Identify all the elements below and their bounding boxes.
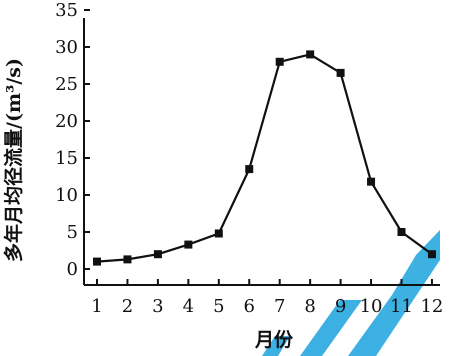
watermark-stripe-1 bbox=[300, 300, 362, 356]
y-tick-label: 15 bbox=[55, 148, 78, 169]
x-tick-label: 12 bbox=[420, 296, 443, 317]
y-tick-label: 30 bbox=[55, 37, 78, 58]
data-point-marker bbox=[184, 240, 193, 249]
x-tick-label: 7 bbox=[274, 296, 285, 317]
y-tick-label: 10 bbox=[55, 185, 78, 206]
x-tick-label: 1 bbox=[91, 296, 102, 317]
x-tick-label: 6 bbox=[244, 296, 255, 317]
data-point-marker bbox=[123, 255, 132, 264]
x-tick-label: 9 bbox=[335, 296, 346, 317]
data-point-marker bbox=[367, 177, 376, 186]
data-point-marker bbox=[397, 228, 406, 236]
data-point-marker bbox=[275, 57, 284, 66]
watermark-stripe-2 bbox=[348, 230, 440, 356]
y-tick-label: 35 bbox=[55, 0, 78, 21]
x-tick-label: 3 bbox=[152, 296, 163, 317]
x-tick-label: 10 bbox=[360, 296, 383, 317]
x-tick-label: 2 bbox=[122, 296, 133, 317]
data-point-marker bbox=[306, 50, 315, 59]
watermark-stripes bbox=[262, 230, 440, 356]
x-tick-label: 8 bbox=[304, 296, 315, 317]
x-axis-title: 月份 bbox=[254, 328, 294, 351]
y-tick-label: 5 bbox=[67, 222, 78, 243]
y-axis-title: 多年月均径流量/(m³/s) bbox=[2, 58, 25, 262]
data-point-marker bbox=[214, 229, 223, 238]
data-point-marker bbox=[153, 250, 162, 259]
series-line bbox=[96, 53, 433, 263]
watermark-stripe-3 bbox=[262, 336, 290, 356]
y-tick-label: 25 bbox=[55, 74, 78, 95]
data-point-marker bbox=[245, 165, 254, 174]
data-point-marker bbox=[93, 257, 101, 266]
data-point-marker bbox=[427, 250, 436, 259]
y-tick-label: 20 bbox=[55, 111, 78, 132]
x-tick-label: 11 bbox=[390, 296, 413, 317]
data-point-marker bbox=[336, 68, 345, 77]
x-tick-label: 4 bbox=[183, 296, 194, 317]
x-tick-label: 5 bbox=[213, 296, 224, 317]
y-tick-label: 0 bbox=[67, 259, 78, 280]
